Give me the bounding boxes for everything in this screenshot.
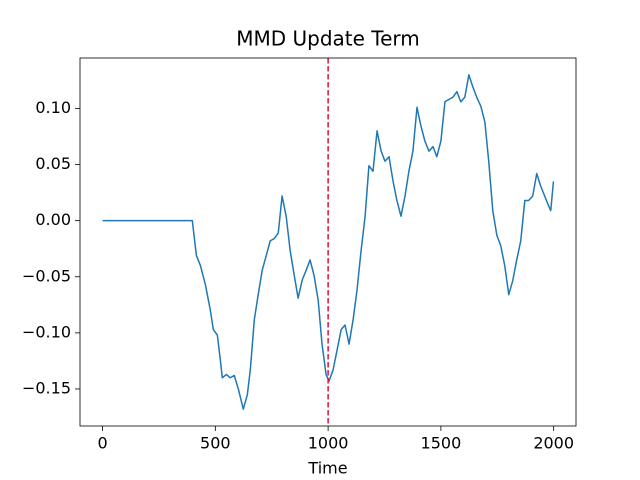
x-tick-label: 2000 <box>533 434 574 453</box>
y-tick-label: −0.10 <box>22 322 71 341</box>
x-tick-label: 1500 <box>421 434 462 453</box>
x-axis-label: Time <box>307 459 347 478</box>
x-tick-label: 0 <box>97 434 107 453</box>
chart-title: MMD Update Term <box>236 27 420 51</box>
y-tick-label: −0.05 <box>22 266 71 285</box>
y-tick-label: 0.00 <box>35 210 71 229</box>
plot-frame <box>79 57 577 427</box>
x-tick-label: 1000 <box>308 434 349 453</box>
y-tick-label: 0.05 <box>35 154 71 173</box>
data-line <box>102 74 555 410</box>
y-tick-label: 0.10 <box>35 98 71 117</box>
y-tick-label: −0.15 <box>22 378 71 397</box>
x-tick-label: 500 <box>200 434 231 453</box>
